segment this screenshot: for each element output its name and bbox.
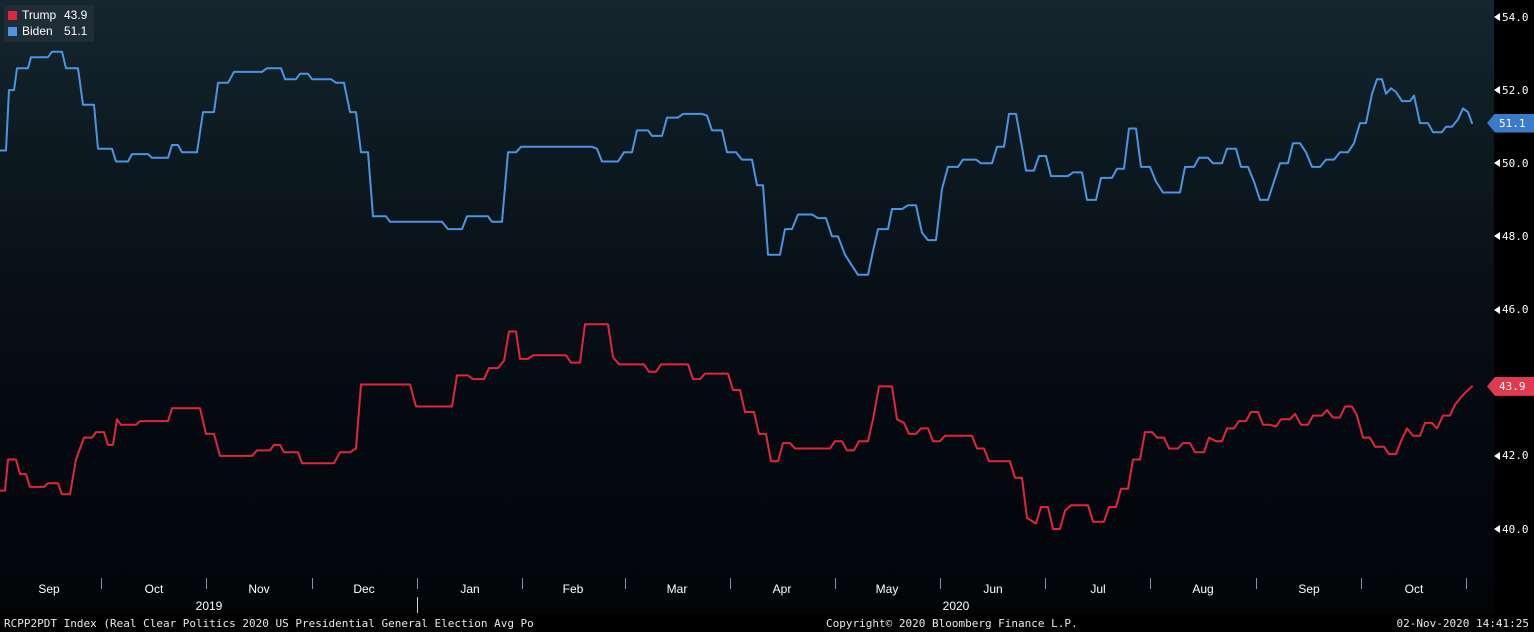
last-price-badge-trump: 43.9 [1487,376,1534,396]
tick-arrow-icon [1494,13,1500,21]
y-axis-label: 52.0 [1502,83,1529,97]
x-axis-tick [1045,578,1046,589]
plot-svg [0,50,1473,530]
x-axis-month-label: Oct [1404,582,1424,596]
y-axis-tick-40.0: 40.0 [1494,522,1534,536]
series-line-trump [0,323,1473,530]
x-axis-tick [1150,578,1151,589]
tick-arrow-icon [1494,86,1500,95]
x-axis-tick [101,578,102,589]
y-axis-tick-48.0: 48.0 [1494,229,1534,243]
x-axis-tick [312,578,313,589]
status-bar: RCPP2PDT Index (Real Clear Politics 2020… [0,614,1534,632]
x-axis-tick [417,578,418,589]
trump-color-swatch [8,10,17,20]
y-axis: 54.052.050.048.046.044.042.040.051.143.9 [1487,0,1534,614]
tick-arrow-icon [1494,525,1500,533]
x-axis-tick [835,578,836,589]
x-axis-year-label-2020: 2020 [942,599,970,613]
x-axis-month-label: Jul [1090,582,1106,596]
x-axis-month-label: May [875,582,899,596]
y-axis-tick-52.0: 52.0 [1494,83,1534,97]
timestamp: 02-Nov-2020 14:41:25 [1396,617,1529,630]
y-axis-label: 46.0 [1502,303,1529,317]
legend-label: Trump [22,8,57,22]
x-axis-tick [206,578,207,589]
legend: Trump 43.9 Biden 51.1 [4,5,95,42]
tick-arrow-icon [1494,305,1500,314]
x-axis-month-label: Aug [1192,582,1214,596]
x-axis-month-label: Feb [562,582,584,596]
y-axis-tick-50.0: 50.0 [1494,156,1534,170]
x-axis-month-label: Nov [248,582,270,596]
tick-arrow-icon [1494,159,1500,168]
x-axis-month-label: Sep [1298,582,1320,596]
y-axis-tick-54.0: 54.0 [1494,10,1534,24]
x-axis-month-label: Mar [666,582,688,596]
y-axis-label: 54.0 [1502,10,1529,24]
x-axis-year-label-2019: 2019 [195,599,223,613]
legend-item-biden[interactable]: Biden 51.1 [8,23,87,39]
x-axis-tick [625,578,626,589]
y-axis-label: 40.0 [1502,522,1529,536]
x-axis-month-label: Jan [460,582,480,596]
series-line-biden [0,50,1473,276]
tick-arrow-icon [1494,451,1500,460]
y-axis-label: 50.0 [1502,156,1529,170]
y-axis-label: 48.0 [1502,229,1529,243]
x-axis-tick [1256,578,1257,589]
x-axis-month-label: Apr [772,582,792,596]
tick-arrow-icon [1494,232,1500,241]
x-axis-month-label: Oct [144,582,164,596]
x-axis-tick [522,578,523,589]
x-axis-tick [730,578,731,589]
x-axis-tick [1466,578,1467,589]
year-separator [417,597,418,613]
y-axis-tick-42.0: 42.0 [1494,449,1534,463]
legend-value: 51.1 [64,24,88,38]
x-axis-month-label: Dec [353,582,375,596]
x-axis-tick [940,578,941,589]
legend-label: Biden [22,24,53,38]
security-description: RCPP2PDT Index (Real Clear Politics 2020… [4,617,534,630]
x-axis-month-label: Sep [38,582,60,596]
biden-color-swatch [8,26,17,36]
copyright-text: Copyright© 2020 Bloomberg Finance L.P. [826,617,1078,630]
y-axis-label: 42.0 [1502,449,1529,463]
x-axis: Sep Oct Nov Dec Jan Feb Mar Apr May Jun Jul Aug Sep O… [0,575,1494,614]
x-axis-tick [1361,578,1362,589]
legend-item-trump[interactable]: Trump 43.9 [8,7,87,23]
y-axis-tick-46.0: 46.0 [1494,303,1534,317]
last-price-badge-biden: 51.1 [1487,113,1534,133]
legend-value: 43.9 [64,8,88,22]
x-axis-month-label: Jun [983,582,1003,596]
